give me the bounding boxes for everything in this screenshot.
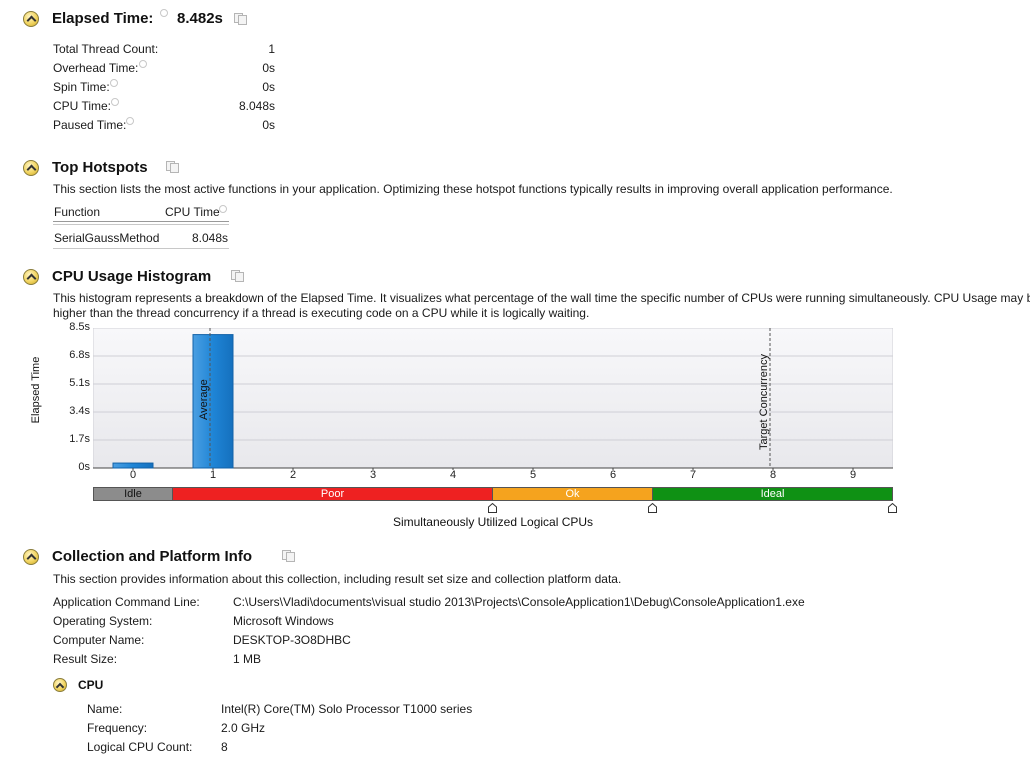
metric-value: 1 bbox=[268, 42, 275, 56]
band-label: Ideal bbox=[760, 488, 785, 500]
metric-label: Spin Time: bbox=[53, 80, 110, 94]
y-tick-label: 3.4s bbox=[69, 405, 90, 417]
metric-label: Total Thread Count: bbox=[53, 42, 159, 56]
slider-handle-icon bbox=[488, 503, 497, 513]
band-poor: Poor bbox=[172, 487, 493, 501]
metric-label: Paused Time: bbox=[53, 118, 127, 132]
info-value: 8 bbox=[221, 740, 228, 754]
help-icon[interactable] bbox=[111, 98, 119, 106]
histogram-plot: Average Target Concurrency bbox=[93, 328, 893, 470]
band-label: Ok bbox=[565, 488, 580, 500]
info-value: Microsoft Windows bbox=[233, 614, 334, 628]
info-label: Application Command Line: bbox=[53, 595, 200, 609]
info-label: Computer Name: bbox=[53, 633, 145, 647]
threshold-slider-handle[interactable] bbox=[488, 503, 497, 513]
histogram-bar[interactable] bbox=[192, 334, 234, 469]
band-idle: Idle bbox=[93, 487, 173, 501]
x-axis-label: Simultaneously Utilized Logical CPUs bbox=[392, 515, 594, 529]
band-label: Poor bbox=[320, 488, 345, 500]
slider-handle-icon bbox=[888, 503, 897, 513]
y-tick-label: 0s bbox=[78, 461, 90, 473]
x-tick-label: 0 bbox=[129, 469, 137, 481]
x-tick-label: 3 bbox=[369, 469, 377, 481]
help-icon[interactable] bbox=[139, 60, 147, 68]
metric-value: 0s bbox=[262, 118, 275, 132]
info-label: Operating System: bbox=[53, 614, 153, 628]
collapse-collection-icon[interactable] bbox=[23, 549, 39, 565]
copy-icon[interactable] bbox=[234, 13, 247, 25]
y-tick-label: 6.8s bbox=[69, 349, 90, 361]
elapsed-time-title: Elapsed Time: bbox=[52, 10, 154, 27]
help-icon[interactable] bbox=[160, 9, 168, 17]
histogram-description-line1: This histogram represents a breakdown of… bbox=[53, 291, 1030, 305]
copy-icon[interactable] bbox=[231, 270, 244, 282]
info-value: DESKTOP-3O8DHBC bbox=[233, 633, 351, 647]
threshold-slider-handle[interactable] bbox=[888, 503, 897, 513]
info-label: Frequency: bbox=[87, 721, 148, 735]
collapse-cpu-icon[interactable] bbox=[53, 678, 67, 692]
x-tick-label: 1 bbox=[209, 469, 217, 481]
band-ideal: Ideal bbox=[652, 487, 893, 501]
x-tick-label: 4 bbox=[449, 469, 457, 481]
metric-label: Overhead Time: bbox=[53, 61, 139, 75]
x-tick-label: 9 bbox=[849, 469, 857, 481]
x-tick-label: 6 bbox=[609, 469, 617, 481]
help-icon[interactable] bbox=[126, 117, 134, 125]
band-ok: Ok bbox=[492, 487, 653, 501]
histogram-bar[interactable] bbox=[112, 462, 154, 469]
help-icon[interactable] bbox=[110, 79, 118, 87]
x-tick-label: 8 bbox=[769, 469, 777, 481]
collection-title: Collection and Platform Info bbox=[52, 548, 253, 565]
info-value: Intel(R) Core(TM) Solo Processor T1000 s… bbox=[221, 702, 473, 716]
y-tick-label: 8.5s bbox=[69, 321, 90, 333]
table-divider bbox=[53, 221, 229, 222]
info-value: 2.0 GHz bbox=[221, 721, 266, 735]
help-icon[interactable] bbox=[219, 205, 227, 213]
info-label: Name: bbox=[87, 702, 123, 716]
metric-label: CPU Time: bbox=[53, 99, 112, 113]
collapse-elapsed-icon[interactable] bbox=[23, 11, 39, 27]
slider-handle-icon bbox=[648, 503, 657, 513]
metric-value: 0s bbox=[262, 80, 275, 94]
cpu-subsection-title: CPU bbox=[78, 678, 104, 692]
collapse-histogram-icon[interactable] bbox=[23, 269, 39, 285]
info-value: 1 MB bbox=[233, 652, 262, 666]
collection-description: This section provides information about … bbox=[53, 572, 622, 586]
elapsed-time-value: 8.482s bbox=[177, 10, 223, 27]
info-value: C:\Users\Vladi\documents\visual studio 2… bbox=[233, 595, 805, 609]
column-header-function[interactable]: Function bbox=[54, 205, 101, 219]
copy-icon[interactable] bbox=[166, 161, 179, 173]
band-label: Idle bbox=[124, 488, 142, 500]
table-divider bbox=[53, 224, 229, 225]
hotspots-description: This section lists the most active funct… bbox=[53, 182, 893, 196]
metric-value: 0s bbox=[262, 61, 275, 75]
collapse-hotspots-icon[interactable] bbox=[23, 160, 39, 176]
y-tick-label: 5.1s bbox=[69, 377, 90, 389]
y-axis-label: Elapsed Time bbox=[30, 356, 42, 424]
info-label: Logical CPU Count: bbox=[87, 740, 193, 754]
x-tick-label: 2 bbox=[289, 469, 297, 481]
copy-icon[interactable] bbox=[282, 550, 295, 562]
column-header-cpu-time[interactable]: CPU Time bbox=[165, 205, 220, 219]
average-label: Average bbox=[198, 379, 210, 420]
histogram-title: CPU Usage Histogram bbox=[52, 268, 212, 285]
hotspots-title: Top Hotspots bbox=[52, 159, 148, 176]
hotspot-cpu-time: 8.048s bbox=[191, 231, 228, 245]
x-tick-label: 7 bbox=[689, 469, 697, 481]
metric-value: 8.048s bbox=[238, 99, 275, 113]
hotspot-function-link[interactable]: SerialGaussMethod bbox=[54, 231, 160, 245]
info-label: Result Size: bbox=[53, 652, 118, 666]
table-divider bbox=[53, 248, 229, 249]
x-tick-label: 5 bbox=[529, 469, 537, 481]
target-concurrency-label: Target Concurrency bbox=[758, 354, 770, 450]
threshold-slider-handle[interactable] bbox=[648, 503, 657, 513]
histogram-description-line2: higher than the thread concurrency if a … bbox=[53, 306, 590, 320]
y-tick-label: 1.7s bbox=[69, 433, 90, 445]
